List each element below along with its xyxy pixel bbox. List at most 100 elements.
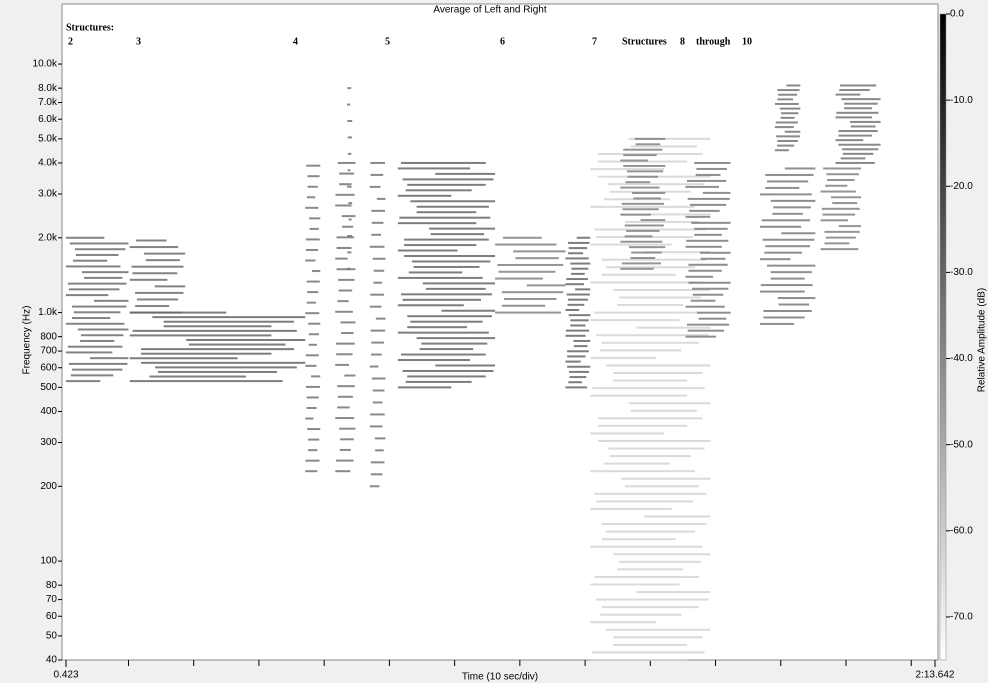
spectral-line [133,330,297,332]
spectral-line [592,387,704,389]
spectral-line [622,203,664,205]
spectral-line [851,125,876,127]
spectral-line [406,381,472,383]
colorbar-tick-label: 0.0 [950,9,964,20]
spectral-line [688,264,727,266]
spectral-line [404,255,495,257]
spectral-line [66,265,121,267]
spectral-line [305,470,317,472]
spectral-line [410,200,495,202]
spectral-line [527,284,566,286]
spectral-line [308,439,319,441]
spectral-line [335,470,350,472]
y-tick-label: 60 [46,611,58,622]
spectral-line [186,339,305,341]
spectral-line [130,246,178,248]
spectral-line [831,196,861,198]
spectral-line [590,583,679,585]
spectral-line [370,413,385,415]
spectral-line [838,135,871,137]
spectral-line [621,478,710,480]
spectral-line [826,173,859,175]
spectral-line [568,381,582,383]
spectral-line [398,304,464,306]
spectral-line [307,281,320,283]
spectral-line [627,170,663,172]
spectral-line [307,291,318,293]
spectral-line [502,305,545,307]
spectral-line [628,176,659,178]
spectral-line [398,359,470,361]
spectral-line [760,193,812,195]
spectral-line [596,500,693,502]
spectral-line [417,211,477,213]
spectral-line [594,312,699,314]
spectral-line [620,241,662,243]
spectral-line [610,455,691,457]
spectral-line [137,298,178,300]
spectral-line [699,318,727,320]
spectral-line [781,117,795,119]
spectral-line [691,300,716,302]
colorbar-tick-label: -40.0 [950,353,973,364]
spectral-line [305,312,319,314]
spectral-line [569,247,587,249]
spectral-line [590,281,702,283]
spectral-line [495,278,543,280]
spectral-line [567,350,589,352]
plot-frame [62,4,938,660]
y-tick-label: 700 [40,346,57,357]
y-tick-label: 5.0k [38,134,58,145]
spectral-line [836,94,861,96]
spectral-line [398,332,489,334]
spectral-line [785,131,801,133]
spectral-line [305,460,319,462]
spectral-line [629,402,710,404]
spectral-line [760,258,790,260]
spectral-line [308,323,320,325]
spectral-line [410,321,482,323]
spectral-line [767,180,808,182]
spectral-line [637,591,711,593]
spectral-line [701,258,726,260]
spectral-line [347,268,351,270]
spectral-line [780,108,801,110]
y-tick-label: 2.0k [38,232,58,243]
spectral-line [686,216,711,218]
spectral-line [602,538,676,540]
spectral-line [409,271,462,273]
spectral-line [631,252,662,254]
spectral-line [696,168,727,170]
spectral-line [373,389,385,391]
spectral-line [305,365,316,367]
spectral-line [412,260,490,262]
spectral-line [604,463,670,465]
annotation: 10 [742,36,752,47]
y-tick-label: 800 [40,331,57,342]
spectral-line [189,344,286,346]
spectral-line [335,204,351,206]
spectral-line [777,98,793,100]
spectral-line [442,310,495,312]
spectral-line [398,277,483,279]
spectral-line [371,354,382,356]
spectral-line [132,266,184,268]
y-tick-label: 200 [40,481,57,492]
spectral-line [374,270,385,272]
spectral-line [686,246,722,248]
spectral-line [569,314,591,316]
spectral-line [568,242,590,244]
spectral-line [688,282,730,284]
spectral-line [370,246,385,248]
spectral-line [843,153,874,155]
spectral-line [136,239,166,241]
spectral-line [590,546,702,548]
spectral-line [630,257,655,259]
spectral-line [72,306,127,308]
spectral-line [566,361,581,363]
spectrogram-window: Average of Left and Right Time (10 sec/d… [0,0,988,683]
annotation: through [696,36,731,47]
spectral-line [824,231,859,233]
spectral-line [66,380,100,382]
spectral-line [776,135,800,137]
